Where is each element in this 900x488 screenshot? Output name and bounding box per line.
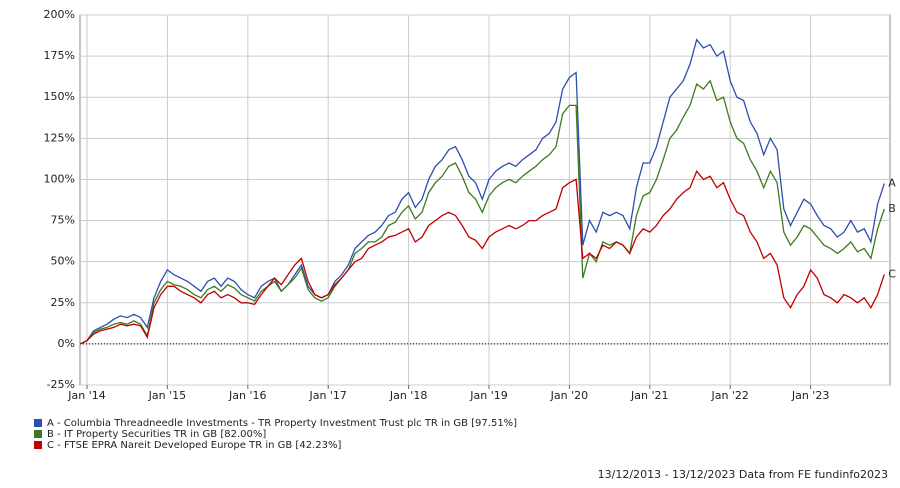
legend-label: B - IT Property Securities TR in GB [82.… (47, 429, 266, 440)
end-label: B (888, 202, 896, 215)
legend-swatch (34, 441, 42, 449)
y-tick-label: 175% (44, 49, 75, 62)
legend-label: A - Columbia Threadneedle Investments - … (47, 418, 517, 429)
end-label: A (888, 177, 896, 190)
x-tick-label: Jan '15 (148, 389, 186, 402)
y-tick-label: 0% (58, 337, 75, 350)
x-tick-label: Jan '23 (791, 389, 829, 402)
plot-area (79, 14, 891, 386)
x-tick-label: Jan '14 (67, 389, 105, 402)
x-tick-label: Jan '22 (710, 389, 748, 402)
x-tick-label: Jan '19 (469, 389, 507, 402)
legend-swatch (34, 419, 42, 427)
y-tick-label: 200% (44, 8, 75, 21)
y-tick-label: 150% (44, 90, 75, 103)
x-tick-label: Jan '20 (550, 389, 588, 402)
x-tick-label: Jan '18 (389, 389, 427, 402)
x-tick-label: Jan '21 (630, 389, 668, 402)
legend-label: C - FTSE EPRA Nareit Developed Europe TR… (47, 440, 341, 451)
end-label: C (888, 267, 896, 280)
series-line (80, 79, 885, 345)
y-tick-label: 125% (44, 131, 75, 144)
footer: 13/12/2013 - 13/12/2023 Data from FE fun… (598, 468, 888, 481)
series-line (80, 38, 885, 345)
x-tick-label: Jan '16 (228, 389, 266, 402)
y-tick-label: 25% (51, 296, 75, 309)
y-tick-label: -25% (47, 378, 75, 391)
y-tick-label: 100% (44, 172, 75, 185)
y-tick-label: 75% (51, 214, 75, 227)
series-line (80, 169, 885, 345)
y-tick-label: 50% (51, 255, 75, 268)
legend-swatch (34, 430, 42, 438)
x-tick-label: Jan '17 (308, 389, 346, 402)
